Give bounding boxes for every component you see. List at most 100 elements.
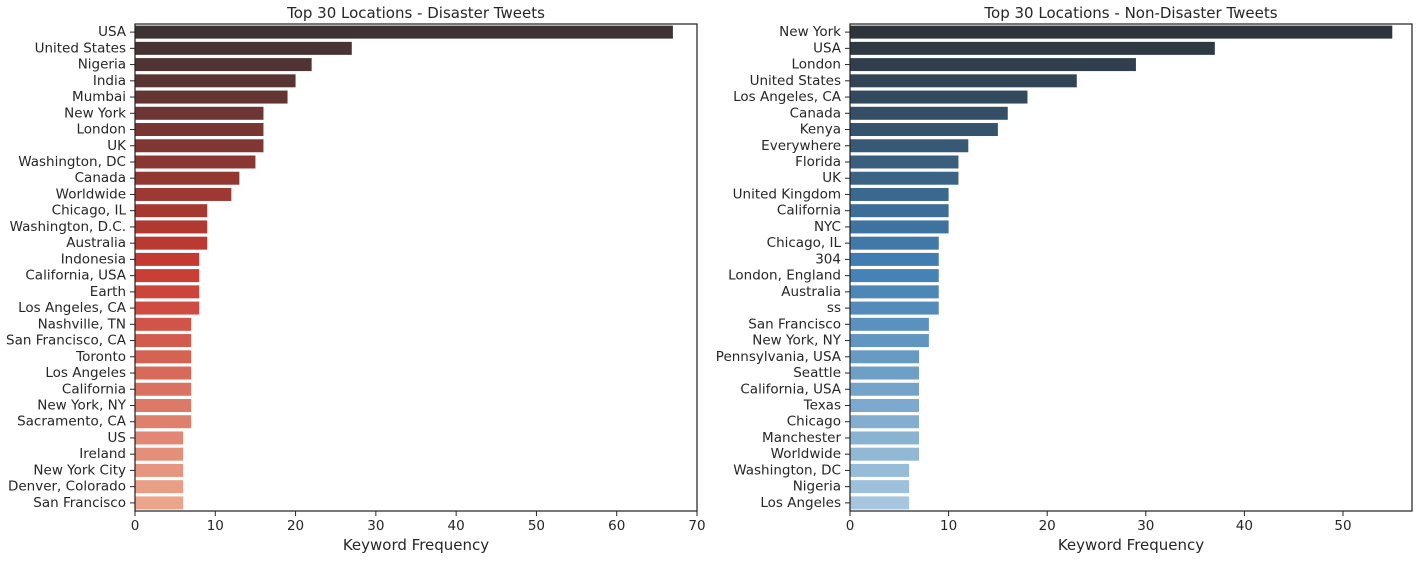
y-tick-label: India <box>93 73 126 89</box>
y-tick-label: Toronto <box>75 349 126 365</box>
bar-australia <box>850 285 939 299</box>
y-tick-label: London, England <box>728 268 841 284</box>
y-tick-label: New York, NY <box>752 333 841 349</box>
bar-new-york-ny <box>135 398 192 412</box>
bar-toronto <box>135 350 192 364</box>
bar-uk <box>850 171 959 185</box>
bar-manchester <box>850 431 920 445</box>
y-tick-label: Washington, DC <box>18 154 126 170</box>
bar-seattle <box>850 366 920 380</box>
bar-california <box>135 382 192 396</box>
bar-usa <box>135 25 673 39</box>
bar-texas <box>850 398 920 412</box>
y-tick-label: Everywhere <box>761 138 841 154</box>
x-tick-label: 70 <box>688 518 705 534</box>
bar-ss <box>850 301 939 315</box>
bar-chicago <box>850 415 920 429</box>
bar-los-angeles-ca <box>850 90 1028 104</box>
y-tick-label: San Francisco, CA <box>6 333 127 349</box>
bar-india <box>135 74 296 88</box>
y-tick-label: Indonesia <box>61 251 126 267</box>
bar-new-york-city <box>135 463 184 477</box>
bar-nyc <box>850 220 949 234</box>
x-axis-label: Keyword Frequency <box>1058 536 1204 554</box>
plot-frame <box>849 23 1413 512</box>
bar-pennsylvania-usa <box>850 350 920 364</box>
bar-new-york-ny <box>850 334 929 348</box>
bar-denver-colorado <box>135 480 184 494</box>
y-tick-label: Mumbai <box>72 89 126 105</box>
y-tick-label: Washington, D.C. <box>10 219 126 235</box>
y-tick-label: Chicago, IL <box>52 203 127 219</box>
bar-chicago-il <box>850 236 939 250</box>
bar-worldwide <box>850 447 920 461</box>
bar-los-angeles <box>135 366 192 380</box>
y-tick-label: Australia <box>66 235 126 251</box>
plot-frame <box>134 23 698 512</box>
y-tick-label: Kenya <box>800 122 841 138</box>
bar-washington-d-c- <box>135 220 208 234</box>
x-tick-label: 10 <box>940 518 957 534</box>
y-tick-label: San Francisco <box>33 495 126 511</box>
x-tick-label: 30 <box>367 518 384 534</box>
y-tick-label: Worldwide <box>771 446 841 462</box>
bar-uk <box>135 139 264 153</box>
y-tick-label: United States <box>35 40 126 56</box>
y-tick-label: New York City <box>33 462 126 478</box>
y-tick-label: UK <box>822 170 842 186</box>
x-tick-label: 30 <box>1137 518 1154 534</box>
y-tick-label: Los Angeles <box>45 365 126 381</box>
bar-united-kingdom <box>850 187 949 201</box>
y-tick-label: London <box>77 122 127 138</box>
bar-california <box>850 204 949 218</box>
y-tick-label: Washington, DC <box>733 462 841 478</box>
bar-california-usa <box>850 382 920 396</box>
y-tick-label: London <box>792 57 842 73</box>
bar-nigeria <box>135 58 312 72</box>
bar-united-states <box>850 74 1077 88</box>
bar-canada <box>135 171 240 185</box>
bar-san-francisco-ca <box>135 334 192 348</box>
bar-los-angeles-ca <box>135 301 200 315</box>
bar-us <box>135 431 184 445</box>
y-tick-label: Manchester <box>762 430 841 446</box>
bar-new-york <box>135 106 264 120</box>
bar-london <box>850 58 1136 72</box>
y-tick-label: New York <box>779 24 841 40</box>
bar-washington-dc <box>850 463 910 477</box>
y-tick-label: Nigeria <box>793 479 841 495</box>
x-tick-label: 0 <box>131 518 140 534</box>
y-tick-label: Canada <box>75 170 126 186</box>
bar-australia <box>135 236 208 250</box>
y-tick-label: Nashville, TN <box>38 316 126 332</box>
x-tick-label: 50 <box>1334 518 1351 534</box>
y-tick-label: California <box>62 381 126 397</box>
y-tick-label: New York <box>64 105 126 121</box>
y-tick-label: California <box>777 203 841 219</box>
bar-everywhere <box>850 139 969 153</box>
bar-indonesia <box>135 252 200 266</box>
chart-title: Top 30 Locations - Disaster Tweets <box>286 4 545 22</box>
bar-united-states <box>135 41 352 55</box>
y-tick-label: Seattle <box>793 365 841 381</box>
y-tick-label: Denver, Colorado <box>8 479 126 495</box>
x-tick-label: 50 <box>528 518 545 534</box>
bar-los-angeles <box>850 496 910 510</box>
bar-304 <box>850 252 939 266</box>
y-tick-label: Ireland <box>79 446 126 462</box>
y-tick-label: ss <box>827 300 841 316</box>
bar-canada <box>850 106 1008 120</box>
y-tick-label: Nigeria <box>78 57 126 73</box>
y-tick-label: Earth <box>90 284 126 300</box>
x-tick-label: 10 <box>207 518 224 534</box>
x-tick-label: 20 <box>1039 518 1056 534</box>
x-tick-label: 60 <box>608 518 625 534</box>
y-tick-label: Chicago, IL <box>767 235 842 251</box>
bar-washington-dc <box>135 155 256 169</box>
x-tick-label: 0 <box>846 518 855 534</box>
y-tick-label: San Francisco <box>748 316 841 332</box>
